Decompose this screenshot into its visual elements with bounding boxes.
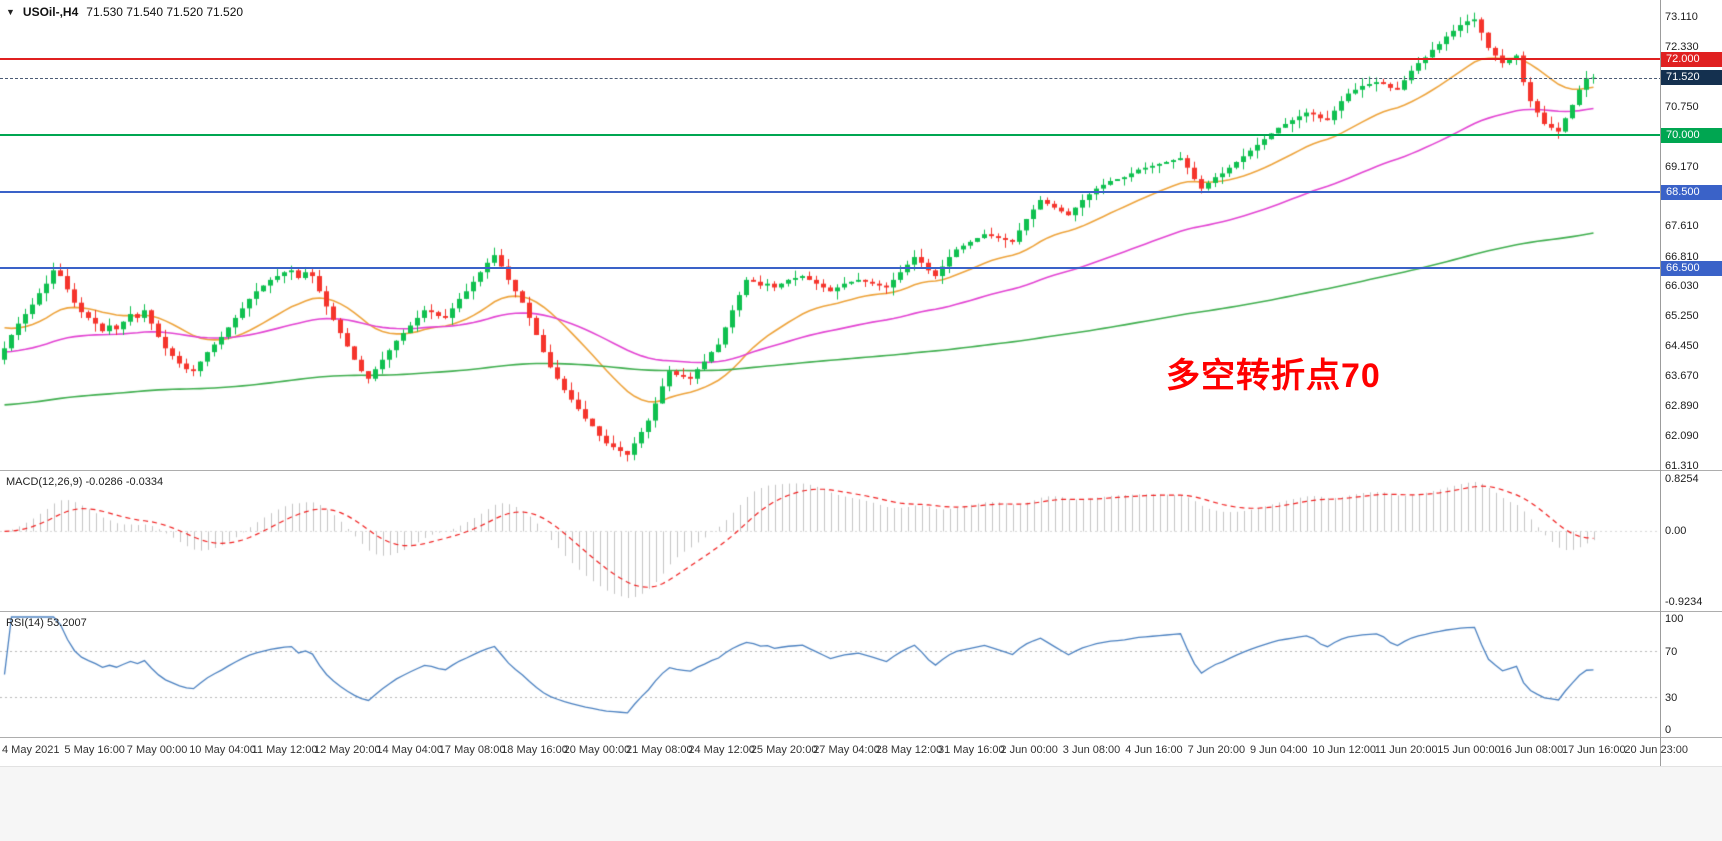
price-tick-label: 73.110: [1665, 11, 1698, 24]
macd-values: -0.0286 -0.0334: [85, 476, 164, 488]
time-axis-label: 9 Jun 04:00: [1250, 744, 1308, 756]
price-tick-label: 61.310: [1665, 459, 1699, 472]
current-price-badge: 71.520: [1661, 70, 1722, 86]
price-tick-label: 67.610: [1665, 220, 1699, 233]
macd-indicator-label: MACD(12,26,9) -0.0286 -0.0334: [6, 476, 163, 488]
macd-params-label: MACD(12,26,9): [6, 476, 83, 488]
time-axis-label: 17 Jun 16:00: [1562, 744, 1626, 756]
symbol-timeframe-label: USOil-,H4: [22, 5, 79, 19]
ohlc-readout: 71.530 71.540 71.520 71.520: [86, 5, 244, 19]
time-axis-label: 24 May 12:00: [688, 744, 756, 756]
macd-tick-label: 0.8254: [1665, 473, 1699, 485]
pane-separator[interactable]: [0, 470, 1722, 471]
price-tick-label: 62.890: [1665, 399, 1699, 412]
price-tick-label: 66.030: [1665, 280, 1699, 293]
time-axis-label: 7 Jun 20:00: [1187, 744, 1246, 756]
rsi-indicator-label: RSI(14) 53.2007: [6, 617, 87, 629]
time-axis-separator: [0, 737, 1722, 738]
time-axis-label: 11 May 12:00: [251, 744, 318, 756]
rsi-tick-label: 100: [1665, 613, 1684, 625]
time-axis-label: 2 Jun 00:00: [1000, 744, 1058, 756]
chart-annotation-text[interactable]: 多空转折点70: [1166, 357, 1381, 395]
horizontal-level-line[interactable]: [0, 134, 1722, 137]
rsi-tick-label: 0: [1665, 724, 1672, 736]
price-tick-label: 69.170: [1665, 160, 1699, 173]
time-axis-label: 15 Jun 00:00: [1437, 744, 1501, 756]
price-level-badge: 70.000: [1661, 127, 1722, 143]
macd-tick-label: -0.9234: [1665, 596, 1703, 608]
chart-header: ▼ USOil-,H4 71.530 71.540 71.520 71.520: [6, 5, 243, 19]
time-axis-label: 17 May 08:00: [438, 744, 506, 756]
time-axis-label: 18 May 16:00: [501, 744, 568, 756]
time-axis-label: 21 May 08:00: [626, 744, 693, 756]
price-axis-separator: [1660, 0, 1661, 766]
horizontal-level-line[interactable]: [0, 267, 1722, 270]
rsi-tick-label: 70: [1665, 645, 1678, 658]
time-axis-label: 14 May 04:00: [376, 744, 444, 756]
price-level-badge: 68.500: [1661, 184, 1722, 200]
time-axis-label: 25 May 20:00: [750, 744, 818, 756]
rsi-tick-label: 30: [1665, 691, 1678, 704]
price-chart-canvas[interactable]: [0, 0, 1660, 470]
time-axis-label: 10 Jun 12:00: [1312, 744, 1377, 756]
time-axis-label: 3 Jun 08:00: [1062, 744, 1121, 756]
time-axis-label: 12 May 20:00: [314, 744, 381, 756]
time-axis-label: 10 May 04:00: [189, 744, 256, 756]
price-tick-label: 63.670: [1665, 370, 1699, 383]
time-axis-label: 4 Jun 16:00: [1125, 744, 1183, 756]
time-axis-label: 16 Jun 08:00: [1499, 744, 1564, 756]
price-tick-label: 62.090: [1665, 430, 1699, 443]
time-axis-label: 28 May 12:00: [875, 744, 943, 756]
rsi-params-label: RSI(14): [6, 617, 44, 629]
macd-indicator-canvas[interactable]: [0, 471, 1660, 611]
price-level-badge: 66.500: [1661, 260, 1722, 276]
price-tick-label: 65.250: [1665, 309, 1699, 322]
price-tick-label: 66.810: [1665, 250, 1699, 263]
time-axis-label: 7 May 00:00: [126, 744, 188, 756]
price-tick-label: 64.450: [1665, 340, 1699, 353]
price-tick-label: 72.330: [1665, 40, 1699, 53]
time-axis-label: 20 May 00:00: [563, 744, 631, 756]
time-axis-label: 4 May 2021: [2, 744, 60, 756]
price-level-badge: 72.000: [1661, 51, 1722, 67]
horizontal-level-line[interactable]: [0, 191, 1722, 194]
symbol-dropdown-icon[interactable]: ▼: [6, 7, 15, 17]
horizontal-level-line[interactable]: [0, 58, 1722, 61]
footer-area: [0, 766, 1722, 841]
pane-separator[interactable]: [0, 611, 1722, 612]
time-axis-label: 31 May 16:00: [938, 744, 1005, 756]
price-tick-label: 70.750: [1665, 100, 1699, 113]
time-axis[interactable]: 4 May 2021 5 May 16:00 7 May 00:00 10 May 0…: [0, 738, 1722, 766]
rsi-value: 53.2007: [46, 617, 87, 629]
rsi-indicator-canvas[interactable]: [0, 612, 1660, 737]
time-axis-label: 20 Jun 23:00: [1624, 744, 1689, 756]
time-axis-label: 27 May 04:00: [813, 744, 880, 756]
time-axis-label: 5 May 16:00: [64, 744, 125, 756]
current-price-line: [0, 77, 1722, 79]
time-axis-label: 11 Jun 20:00: [1374, 744, 1438, 756]
macd-tick-label: 0.00: [1665, 525, 1687, 538]
